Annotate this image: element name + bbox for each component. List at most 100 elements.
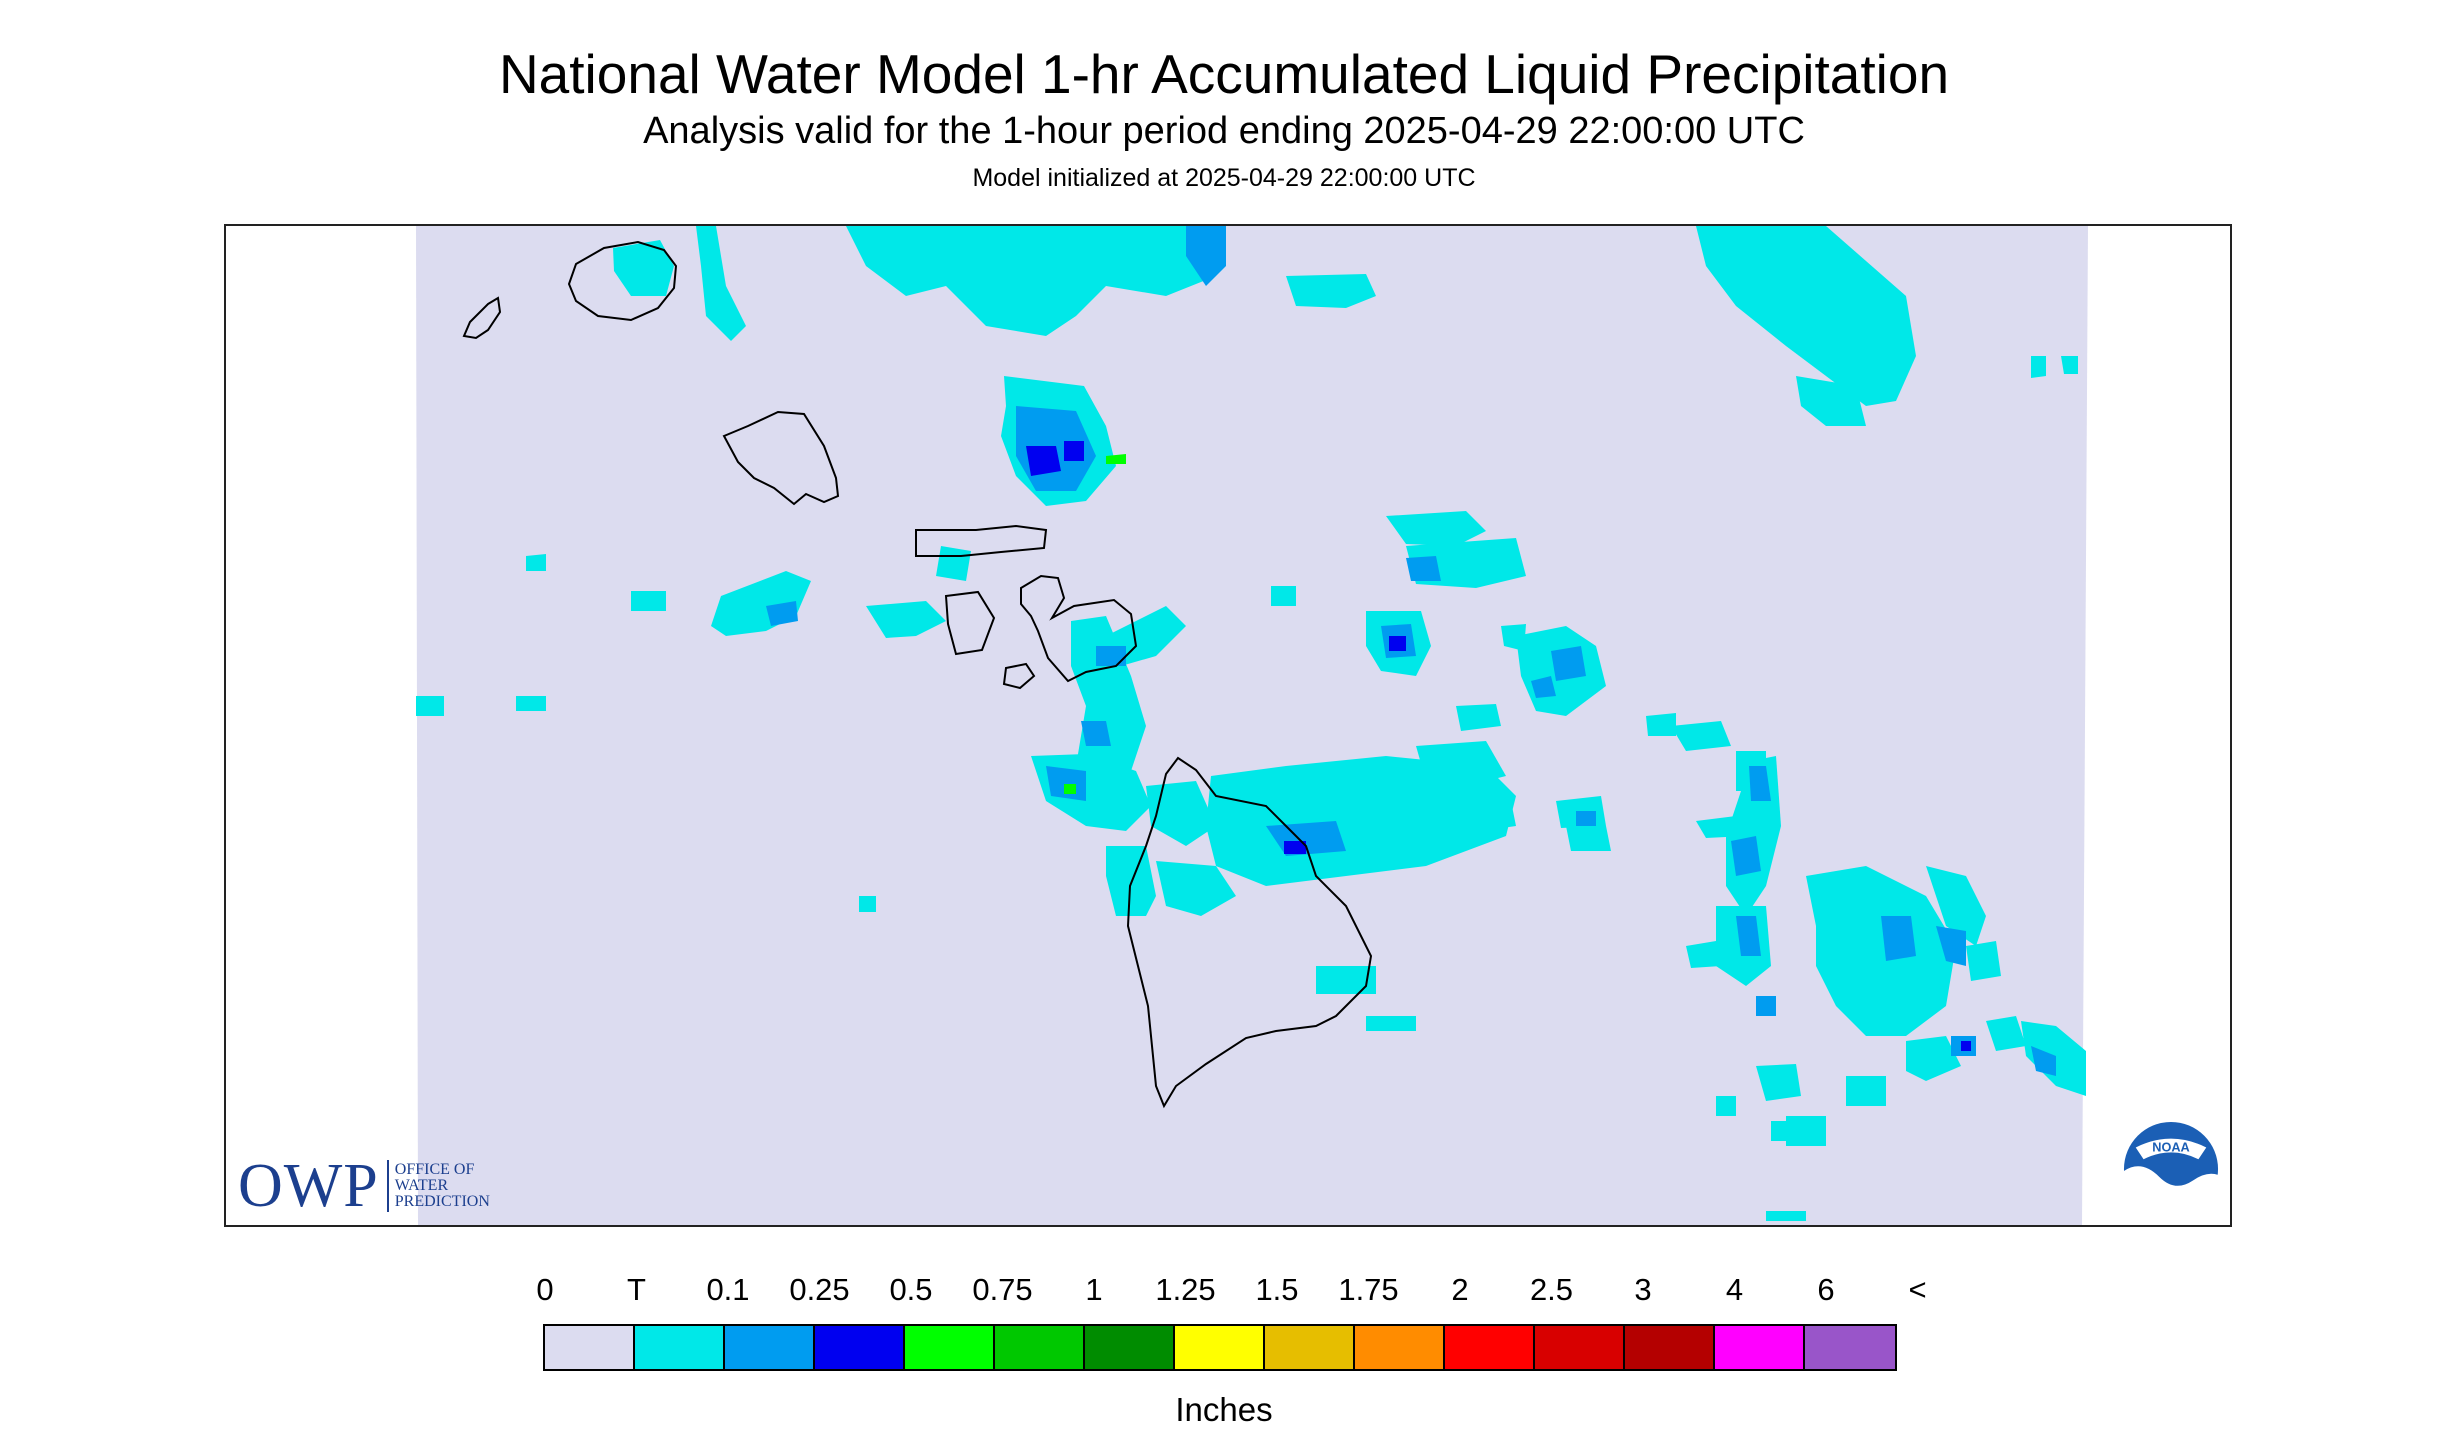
legend-label: < bbox=[1908, 1272, 1927, 1307]
legend-label: 6 bbox=[1817, 1272, 1835, 1307]
precip-area bbox=[1081, 721, 1111, 746]
precip-area bbox=[1881, 916, 1916, 961]
legend-label: 3 bbox=[1634, 1272, 1652, 1307]
precip-area bbox=[2031, 356, 2046, 378]
precip-area bbox=[1566, 826, 1611, 851]
precip-area bbox=[1026, 446, 1061, 476]
legend-swatch bbox=[995, 1326, 1085, 1369]
coastline-lanai bbox=[944, 590, 996, 656]
legend-swatch bbox=[725, 1326, 815, 1369]
precip-area bbox=[1646, 713, 1676, 736]
precip-area bbox=[1146, 781, 1216, 846]
precip-area bbox=[1716, 1096, 1736, 1116]
precip-area bbox=[1389, 636, 1406, 651]
precipitation-map bbox=[416, 226, 2088, 1225]
precip-area bbox=[1736, 916, 1761, 956]
legend-swatch bbox=[635, 1326, 725, 1369]
legend-swatch bbox=[815, 1326, 905, 1369]
noaa-logo-bird bbox=[2135, 1138, 2207, 1160]
precip-area bbox=[766, 601, 798, 626]
legend-swatch bbox=[1805, 1326, 1895, 1369]
precip-area bbox=[1271, 586, 1296, 606]
precip-area bbox=[1686, 941, 1721, 968]
precip-area bbox=[1749, 766, 1771, 801]
legend-swatch bbox=[905, 1326, 995, 1369]
noaa-logo: NOAA bbox=[2123, 1121, 2219, 1218]
precip-area bbox=[1551, 646, 1586, 681]
precip-area bbox=[1046, 766, 1086, 801]
precip-area bbox=[2031, 1046, 2056, 1076]
precip-area bbox=[1064, 784, 1076, 794]
precip-area bbox=[859, 896, 876, 912]
legend-swatch bbox=[1535, 1326, 1625, 1369]
legend-colorbar bbox=[543, 1324, 1897, 1371]
owp-line3: PREDICTION bbox=[394, 1193, 490, 1210]
precip-area bbox=[516, 696, 546, 711]
owp-divider bbox=[386, 1160, 389, 1212]
coastline-hawaii bbox=[1126, 756, 1373, 1109]
precip-area bbox=[1466, 801, 1516, 831]
precip-area bbox=[1286, 274, 1376, 308]
precip-area bbox=[1961, 1041, 1971, 1051]
legend-swatch bbox=[1175, 1326, 1265, 1369]
precip-area bbox=[936, 546, 971, 581]
precip-area bbox=[1206, 756, 1516, 886]
precip-area bbox=[613, 240, 674, 296]
precip-area bbox=[526, 554, 546, 571]
map-panel: OWP OFFICE OF WATER PREDICTION NOAA bbox=[224, 224, 2232, 1227]
noaa-logo-text: NOAA bbox=[2152, 1139, 2190, 1154]
precip-area bbox=[416, 696, 444, 716]
legend-swatch bbox=[1355, 1326, 1445, 1369]
model-domain bbox=[416, 226, 2088, 1225]
map-subtitle: Analysis valid for the 1-hour period end… bbox=[643, 110, 1805, 152]
precip-area bbox=[1106, 454, 1126, 464]
legend-swatch bbox=[1445, 1326, 1535, 1369]
legend-swatch bbox=[1625, 1326, 1715, 1369]
precip-area bbox=[1316, 966, 1376, 994]
precip-area bbox=[1696, 226, 1916, 406]
coastline-niihau bbox=[462, 296, 502, 340]
coastline-oahu bbox=[722, 410, 840, 506]
precip-area bbox=[1731, 836, 1761, 876]
precip-green-areas bbox=[1064, 454, 1126, 794]
precip-area bbox=[1806, 866, 1956, 1036]
legend-swatch bbox=[1265, 1326, 1355, 1369]
precip-area bbox=[1906, 1036, 1961, 1081]
precip-area bbox=[866, 601, 946, 638]
precip-area bbox=[1096, 646, 1126, 666]
precip-area bbox=[1416, 741, 1506, 786]
legend-label: 2 bbox=[1451, 1272, 1469, 1307]
precip-area bbox=[1456, 704, 1501, 731]
legend-swatch bbox=[1085, 1326, 1175, 1369]
precip-area bbox=[2061, 356, 2078, 374]
precip-area bbox=[1846, 1076, 1886, 1106]
precip-area bbox=[1156, 861, 1236, 916]
legend-units: Inches bbox=[1175, 1391, 1273, 1428]
precip-area bbox=[1064, 441, 1084, 461]
precip-area bbox=[1576, 811, 1596, 826]
owp-letters: OWP bbox=[238, 1151, 379, 1220]
legend-label: 1.5 bbox=[1255, 1272, 1299, 1307]
coastline-kahoolawe bbox=[1002, 662, 1036, 690]
precip-area bbox=[1366, 1016, 1416, 1031]
precip-area bbox=[1756, 996, 1776, 1016]
precip-area bbox=[1786, 1116, 1826, 1146]
coastline-kauai bbox=[567, 240, 678, 322]
legend-label: T bbox=[627, 1272, 646, 1307]
owp-logo: OWP OFFICE OF WATER PREDICTION bbox=[238, 1152, 490, 1220]
precip-area bbox=[1986, 1016, 2026, 1051]
precip-area bbox=[846, 226, 1226, 336]
precip-area bbox=[1501, 624, 1526, 651]
legend-label: 0 bbox=[536, 1272, 554, 1307]
legend-label: 1.75 bbox=[1338, 1272, 1399, 1307]
owp-text: OFFICE OF WATER PREDICTION bbox=[395, 1162, 490, 1210]
coastline-molokai bbox=[915, 524, 1048, 557]
model-init-line: Model initialized at 2025-04-29 22:00:00… bbox=[972, 164, 1476, 192]
legend-label: 1 bbox=[1085, 1272, 1103, 1307]
precip-area bbox=[1284, 841, 1306, 854]
legend-label: 0.5 bbox=[889, 1272, 933, 1307]
owp-line2: WATER bbox=[394, 1177, 449, 1194]
legend-label: 0.1 bbox=[706, 1272, 750, 1307]
precip-area bbox=[1386, 511, 1486, 546]
legend-label: 4 bbox=[1725, 1272, 1744, 1307]
